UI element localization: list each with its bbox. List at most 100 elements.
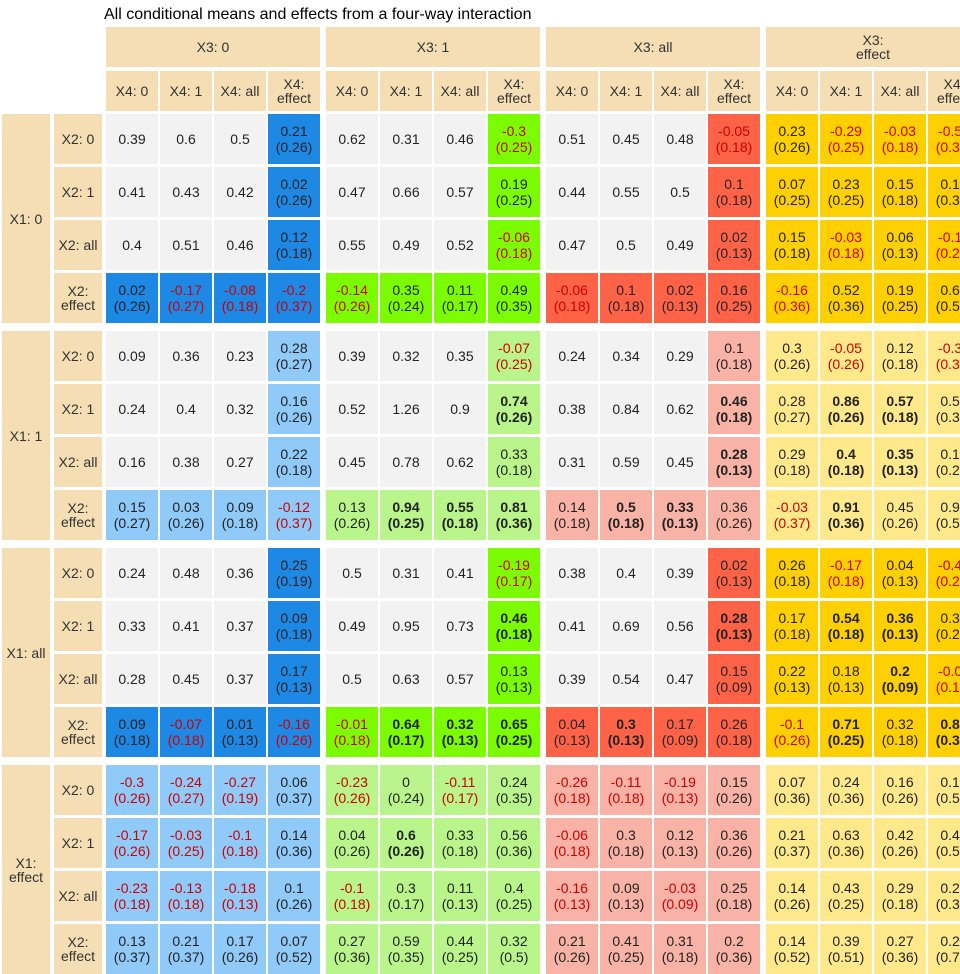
cell-standard-error: (0.18) [275,245,313,261]
table-cell: 0.6 [160,114,212,164]
row-subheader: X2: effect [54,490,102,540]
table-cell: 0.24 (0.36) [820,765,872,815]
cell-estimate: 0.1 [724,176,744,192]
cell-standard-error: (0.26) [275,192,313,208]
column-subheader: X4: all [214,71,266,111]
cell-estimate: 0.44 [558,184,586,200]
table-cell: 0.48 [654,114,706,164]
cell-estimate: 0.06 [886,229,914,245]
cell-standard-error: (0.18) [715,896,753,912]
cell-estimate: 0.37 [940,610,960,626]
table-cell: 0.38 [546,384,598,434]
cell-estimate: 0.33 [666,499,694,515]
table-cell: 0.27 [214,437,266,487]
table-cell: 0.57 (0.18) [874,384,926,434]
cell-estimate: 0.28 [720,446,748,462]
table-cell: 0.49 [380,220,432,270]
table-cell: 0.22 (0.18) [268,437,320,487]
cell-standard-error: (0.18) [553,298,591,314]
cell-standard-error: (0.25) [827,896,865,912]
cell-standard-error: (0.26) [715,515,753,531]
table-cell: 0.37 [214,654,266,704]
cell-estimate: 0.15 [118,499,146,515]
cell-standard-error: (0.18) [113,732,151,748]
cell-estimate: 0.59 [612,454,640,470]
cell-estimate: -0.06 [556,827,588,843]
cell-estimate: -0.29 [830,123,862,139]
cell-estimate: 0.2 [890,663,910,679]
cell-standard-error: (0.18) [715,356,753,372]
cell-standard-error: (0.18) [881,356,919,372]
cell-estimate: 0.38 [558,401,586,417]
cell-standard-error: (0.26) [275,139,313,155]
cell-standard-error: (0.36) [935,896,960,912]
cell-estimate: 0.45 [338,454,366,470]
cell-estimate: 0.15 [720,663,748,679]
cell-estimate: 0.74 [500,393,528,409]
table-cell: 0.38 [546,548,598,598]
cell-standard-error: (0.52) [773,949,811,965]
table-cell: 0.3 (0.18) [600,818,652,868]
cell-estimate: 0.33 [118,618,146,634]
cell-estimate: 0.07 [778,774,806,790]
cell-estimate: 0.39 [558,671,586,687]
cell-estimate: 0.29 [666,348,694,364]
table-cell: 0.22 (0.13) [766,654,818,704]
table-cell: 0.29 (0.18) [874,871,926,921]
cell-estimate: 0.2 [724,933,744,949]
table-cell: 0.06 (0.13) [874,220,926,270]
column-subheader: X4: 1 [820,71,872,111]
cell-standard-error: (0.26) [773,896,811,912]
cell-estimate: 0.36 [720,499,748,515]
table-cell: 0.17 (0.18) [766,601,818,651]
cell-estimate: -0.05 [718,123,750,139]
table-cell: 0.29 (0.18) [766,437,818,487]
table-cell: 0.09 (0.13) [600,871,652,921]
cell-standard-error: (0.27) [167,790,205,806]
table-cell: 0.29(0.36) [928,871,960,921]
cell-estimate: 0.22 [778,663,806,679]
cell-estimate: 0.28 [720,610,748,626]
cell-estimate: 0.31 [558,454,586,470]
cell-standard-error: (0.09) [881,679,919,695]
cell-estimate: -0.11 [444,774,476,790]
cell-estimate: 0.43 [172,184,200,200]
table-cell: -0.06 (0.18) [488,220,540,270]
table-cell: 0.04 (0.13) [546,707,598,757]
cell-estimate: 0.71 [832,716,860,732]
cell-standard-error: (0.26) [935,626,960,642]
table-cell: -0.07 (0.25) [488,331,540,381]
table-cell: 0.27 (0.36) [874,924,926,974]
cell-estimate: 0.5 [342,565,362,581]
cell-estimate: -0.24 [170,774,202,790]
table-cell: 0.15 (0.18) [874,167,926,217]
cell-estimate: 0.21 [172,933,200,949]
table-cell: -0.14 (0.26) [326,273,378,323]
table-cell: -0.03 (0.37) [766,490,818,540]
cell-estimate: 0.24 [832,774,860,790]
cell-standard-error: (0.17) [387,732,425,748]
cell-standard-error: (0.18) [441,843,479,859]
table-cell: 0.94 (0.25) [380,490,432,540]
cell-estimate: 0.37 [226,618,254,634]
cell-standard-error: (0.13) [441,732,479,748]
cell-estimate: 0 [402,774,410,790]
cell-estimate: -0.17 [116,827,148,843]
table-cell: 0.28 (0.27) [268,331,320,381]
table-cell: 0.65 (0.25) [488,707,540,757]
table-cell: 0.25 (0.19) [268,548,320,598]
cell-standard-error: (0.25) [495,139,533,155]
cell-estimate: 0.21 [778,827,806,843]
cell-estimate: 0.47 [666,671,694,687]
table-cell: 0.38 [160,437,212,487]
cell-estimate: 0.34 [612,348,640,364]
table-cell: 0.21 (0.26) [268,114,320,164]
cell-standard-error: (0.18) [275,626,313,642]
table-cell: 0.13 (0.26) [326,490,378,540]
cell-standard-error: (0.25) [715,298,753,314]
cell-estimate: 0.24 [500,774,528,790]
cell-estimate: 0.13 [500,663,528,679]
cell-standard-error: (0.13) [881,462,919,478]
column-subheader: X4: 1 [160,71,212,111]
cell-standard-error: (0.36) [715,949,753,965]
